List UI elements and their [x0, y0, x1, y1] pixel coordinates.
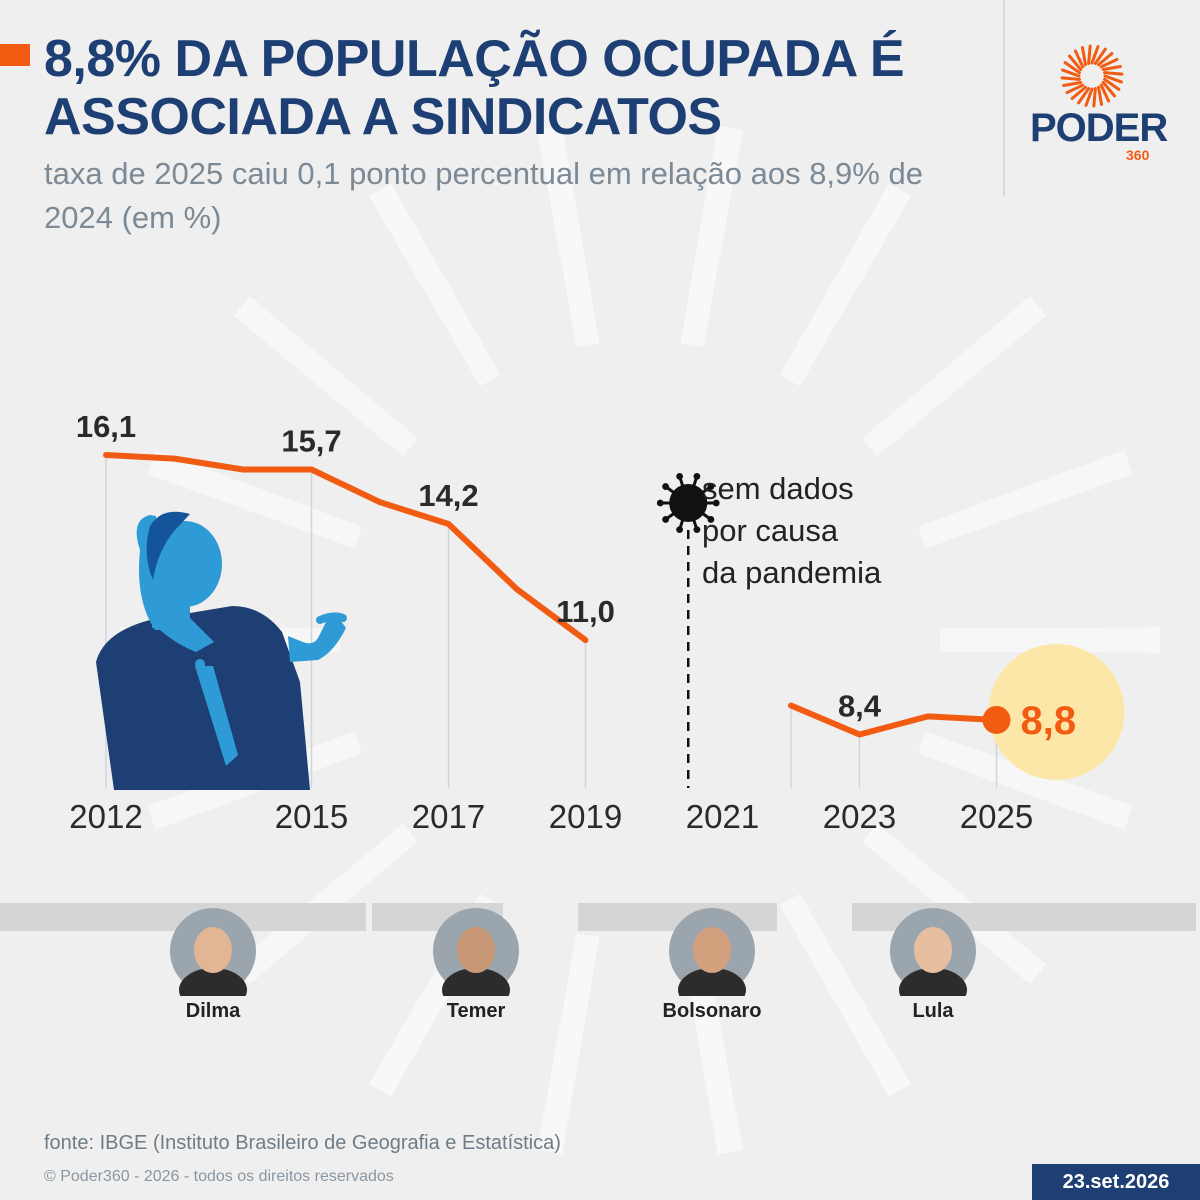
president-avatar [433, 908, 519, 996]
sunburst-ray [537, 125, 600, 347]
logo-number: 360 [1126, 147, 1150, 163]
annotation-line: da pandemia [702, 555, 882, 590]
series-line-segment-1 [103, 452, 589, 644]
president-name: Dilma [185, 1000, 241, 1022]
data-label: 11,0 [556, 594, 615, 629]
x-tick-label: 2015 [275, 798, 348, 835]
pandemic-gap-marker [656, 472, 720, 788]
page-title: 8,8% DA POPULAÇÃO OCUPADA É ASSOCIADA A … [44, 30, 905, 146]
highlight-circle [988, 643, 1125, 780]
president-name: Lula [912, 1000, 954, 1022]
x-tick-label: 2012 [69, 798, 142, 835]
pandemic-annotation: sem dados por causa da pandemia [702, 471, 882, 590]
logo-ray [1097, 52, 1114, 67]
logo-ray [1101, 64, 1122, 71]
sunburst-ray [147, 450, 363, 549]
data-label: 16,1 [76, 409, 136, 444]
x-tick-label: 2025 [960, 798, 1033, 835]
copyright-note: © Poder360 - 2026 - todos os direitos re… [44, 1168, 394, 1185]
data-label: 14,2 [418, 478, 478, 513]
logo-ray [1103, 71, 1124, 76]
logo-ray [1103, 77, 1121, 91]
logo-ray [1092, 87, 1097, 108]
sunburst-ray [862, 296, 1047, 457]
president-name: Temer [446, 1000, 506, 1022]
logo-ray [1093, 47, 1107, 65]
header-divider [1003, 0, 1005, 196]
source-note: fonte: IBGE (Instituto Brasileiro de Geo… [44, 1132, 561, 1154]
x-tick-label: 2017 [412, 798, 485, 835]
logo-ray [1061, 68, 1081, 78]
logo-ray [1077, 87, 1091, 105]
logo-ray [1062, 81, 1083, 88]
sunburst-ray [917, 731, 1133, 830]
x-tick-label: 2019 [549, 798, 622, 835]
logo-ray [1103, 74, 1123, 84]
president-avatar [170, 908, 256, 996]
sunburst-ray [369, 183, 501, 387]
data-label: 15,7 [281, 424, 341, 459]
logo-ray [1084, 87, 1094, 107]
sun-logo-icon [1060, 44, 1124, 108]
series-line-segment-2 [788, 702, 1000, 738]
annotation-line: sem dados [702, 471, 854, 506]
logo-ray [1070, 85, 1087, 100]
logo-ray [1101, 81, 1116, 98]
annotation-line: por causa [702, 513, 839, 548]
logo-ray [1065, 83, 1085, 95]
sunburst-ray [779, 893, 911, 1097]
logo-wordmark: PODER [1030, 106, 1168, 150]
logo-ray [1073, 49, 1085, 69]
sunburst-ray [779, 183, 911, 387]
data-label: 8,8 [1021, 699, 1077, 743]
latest-point-marker [982, 705, 1011, 734]
sunburst-ray [537, 933, 600, 1155]
president-avatar [669, 908, 755, 996]
logo-ray [1090, 45, 1100, 65]
president-name: Bolsonaro [662, 1000, 762, 1022]
worker-illustration [96, 511, 347, 790]
sunburst-ray [233, 296, 418, 457]
logo-ray [1080, 46, 1087, 67]
president-avatar [890, 908, 976, 996]
x-tick-label: 2023 [823, 798, 896, 835]
logo-ray [1099, 83, 1111, 103]
sunburst-ray [680, 125, 743, 347]
logo-ray [1097, 85, 1104, 106]
virus-icon [656, 472, 720, 534]
sunburst-ray [939, 627, 1160, 653]
x-tick-label: 2021 [686, 798, 759, 835]
date-badge: 23.set.2026 [1032, 1164, 1200, 1200]
logo-ray [1063, 61, 1081, 75]
logo-ray [1068, 54, 1083, 71]
title-accent-bar [0, 44, 30, 66]
logo-ray [1060, 76, 1081, 81]
line-chart: 16,1 15,7 14,2 11,0 8,4 8,8 2012 2015 2017 2019 2… [69, 409, 1125, 835]
sunburst-ray [917, 450, 1133, 549]
logo-ray [1087, 44, 1092, 65]
data-label: 8,4 [838, 689, 882, 724]
page-subtitle: taxa de 2025 caiu 0,1 ponto percentual e… [44, 156, 923, 235]
logo-ray [1099, 57, 1119, 69]
